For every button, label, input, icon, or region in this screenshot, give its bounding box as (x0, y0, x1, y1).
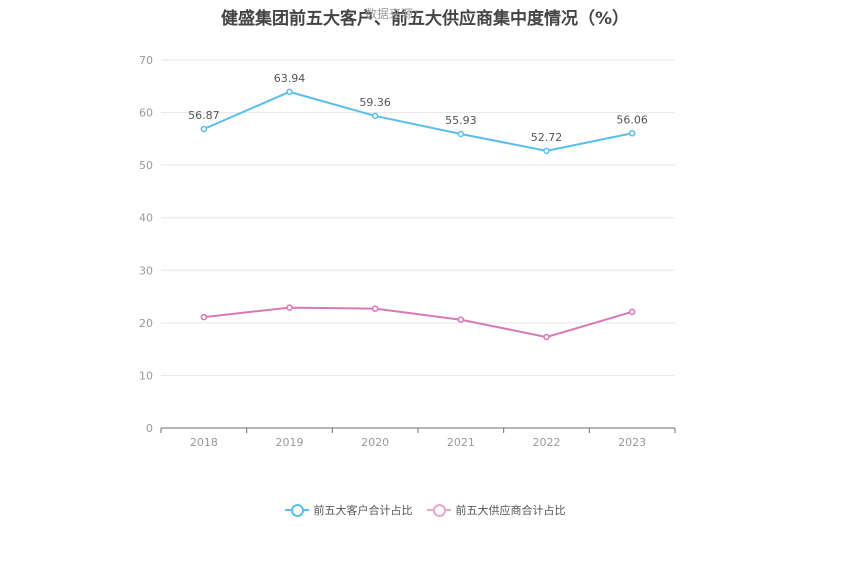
data-label: 55.93 (445, 114, 477, 127)
legend-swatch-suppliers-icon (426, 503, 451, 517)
watermark-text: 数据来源： (365, 7, 426, 21)
data-point (286, 88, 293, 96)
data-point (628, 308, 636, 316)
data-label: 52.72 (531, 131, 563, 144)
x-tick-label: 2019 (276, 436, 304, 449)
legend-swatch-ring (290, 504, 304, 517)
y-tick-label: 60 (139, 107, 153, 120)
legend-label-customers: 前五大客户合计占比 (313, 504, 413, 517)
y-tick-label: 0 (146, 422, 153, 435)
x-tick-label: 2021 (447, 436, 475, 449)
legend-item-customers[interactable]: 前五大客户合计占比 (284, 502, 413, 518)
y-tick-label: 20 (139, 317, 153, 330)
chart-legend: 前五大客户合计占比 前五大供应商合计占比 (0, 502, 850, 518)
y-tick-label: 70 (139, 54, 153, 67)
legend-item-suppliers[interactable]: 前五大供应商合计占比 (426, 502, 566, 518)
data-label: 63.94 (274, 72, 306, 85)
y-tick-label: 10 (139, 369, 153, 382)
data-point (200, 313, 208, 321)
x-tick-label: 2018 (190, 436, 218, 449)
x-tick-label: 2023 (618, 436, 646, 449)
y-tick-label: 40 (139, 212, 153, 225)
series-line-1 (203, 90, 633, 152)
data-point (371, 112, 379, 120)
data-point (200, 125, 208, 133)
series-line-2 (203, 306, 633, 339)
x-tick-label: 2020 (361, 436, 389, 449)
data-point (543, 147, 550, 155)
data-label: 56.87 (188, 109, 220, 122)
data-point (457, 130, 465, 138)
y-tick-label: 30 (139, 264, 153, 277)
legend-swatch-customers-icon (284, 503, 309, 517)
data-point (628, 130, 636, 137)
data-point (371, 305, 379, 312)
legend-swatch-ring (432, 504, 446, 517)
data-label: 59.36 (359, 96, 391, 109)
data-label: 56.06 (616, 113, 648, 126)
data-point (286, 304, 293, 311)
chart-title: 健盛集团前五大客户、前五大供应商集中度情况（%） (220, 9, 630, 29)
data-point (457, 316, 465, 323)
x-tick-label: 2022 (533, 436, 561, 449)
data-point (543, 333, 550, 341)
y-tick-label: 50 (139, 159, 153, 172)
legend-label-suppliers: 前五大供应商合计占比 (455, 504, 566, 517)
